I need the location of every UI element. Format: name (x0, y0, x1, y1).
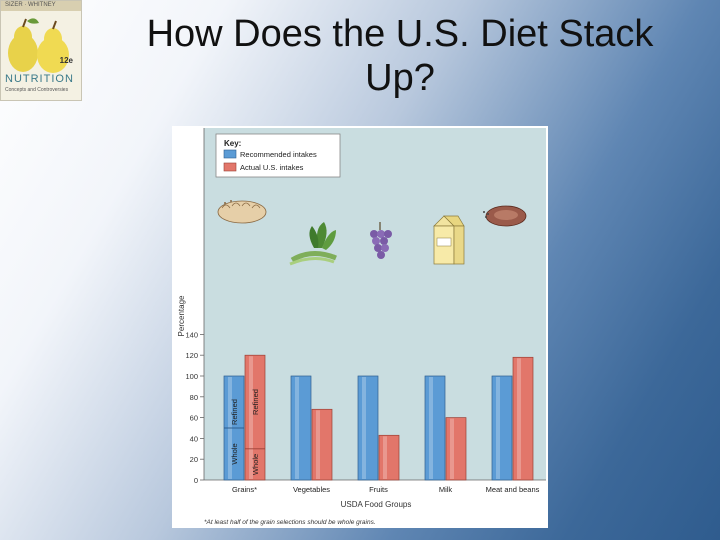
bar-recommended (290, 375, 312, 481)
bar-recommended (424, 375, 446, 481)
bar-chart: 0 20 40 60 80 100 120 140 Whole Refined Whole Refin… (177, 128, 546, 526)
cover-authors: SIZER · WHITNEY (5, 2, 56, 8)
legend-box (215, 133, 341, 178)
bar-highlight (450, 418, 454, 479)
bar-recommended (357, 375, 379, 481)
bar-highlight (362, 377, 366, 479)
legend-label-actual: Actual U.S. intakes (240, 163, 304, 172)
refined-annotation: Refined (251, 389, 260, 415)
y-tick-label: 60 (190, 414, 198, 423)
bar-actual (311, 408, 333, 481)
x-tick-label: Vegetables (293, 485, 330, 494)
y-tick-label: 80 (190, 393, 198, 402)
whole-annotation: Whole (230, 443, 239, 464)
cover-book-name: NUTRITION (5, 73, 74, 85)
bar-highlight (316, 410, 320, 479)
legend-label-recommended: Recommended intakes (240, 150, 317, 159)
cover-edition: 12e (59, 56, 73, 65)
x-tick-label: Milk (439, 485, 453, 494)
y-tick-label: 40 (190, 434, 198, 443)
bar-highlight (295, 377, 299, 479)
steak-icon (483, 205, 527, 227)
cover-band (1, 1, 81, 11)
y-axis-label: Percentage (177, 295, 186, 336)
y-tick-label: 0 (194, 476, 198, 485)
y-tick-label: 140 (185, 330, 198, 339)
milk-carton-icon (433, 215, 465, 265)
x-tick-label: Grains* (232, 485, 257, 494)
bar-actual (378, 434, 400, 481)
whole-annotation: Whole (251, 454, 260, 475)
x-tick-label: Fruits (369, 485, 388, 494)
y-tick-label: 120 (185, 351, 198, 360)
celery-icon (289, 222, 337, 266)
legend: Key: Recommended intakes Actual U.S. int… (215, 133, 341, 178)
bar-recommended (491, 375, 513, 481)
x-tick-label: Meat and beans (486, 485, 540, 494)
legend-swatch-actual (223, 162, 237, 172)
bar-highlight (496, 377, 500, 479)
book-cover: SIZER · WHITNEY 12e NUTRITION Concepts a… (0, 0, 82, 101)
chart-footnote: *At least half of the grain selections s… (204, 519, 376, 526)
bar-actual (445, 417, 467, 481)
bread-icon (217, 200, 267, 224)
x-axis-label: USDA Food Groups (341, 500, 412, 509)
y-tick-label: 100 (185, 372, 198, 381)
bar-actual (512, 356, 534, 481)
bar-highlight (429, 377, 433, 479)
chart-figure: 0 20 40 60 80 100 120 140 Whole Refined Whole Refin… (172, 126, 548, 528)
grapes-icon (370, 222, 392, 259)
bar-highlight (517, 358, 521, 479)
bar-highlight (249, 356, 253, 479)
slide-title: How Does the U.S. Diet Stack Up? (146, 13, 654, 99)
pears-icon (8, 18, 69, 73)
legend-title: Key: (224, 139, 241, 148)
legend-swatch-recommended (223, 149, 237, 159)
bar-highlight (383, 436, 387, 479)
y-tick-label: 20 (190, 455, 198, 464)
cover-subtitle: Concepts and Controversies (5, 87, 69, 93)
refined-annotation: Refined (230, 399, 239, 425)
